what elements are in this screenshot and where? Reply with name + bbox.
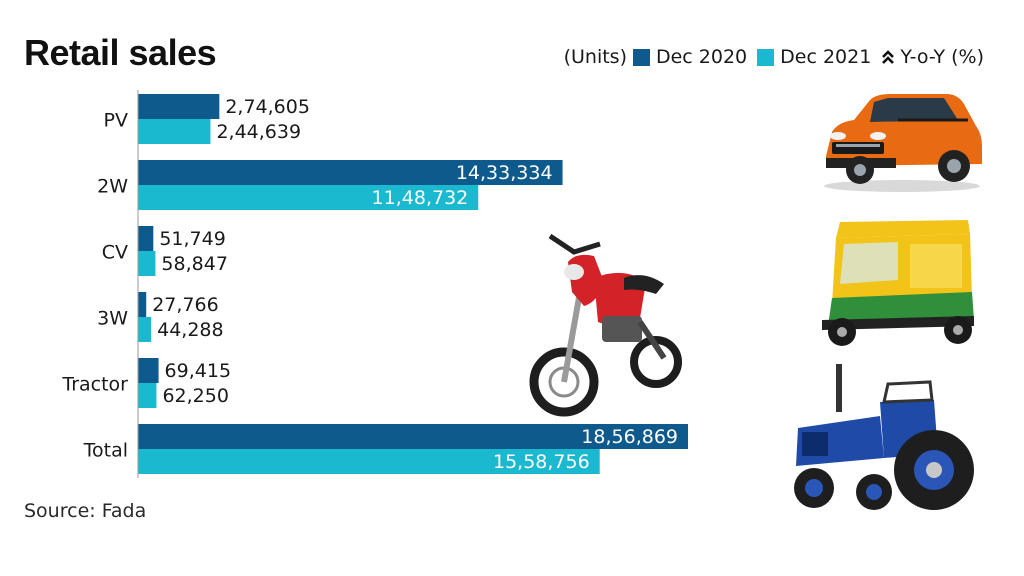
bar-pv-dec-2021 <box>138 119 211 144</box>
bar-total-dec-2021 <box>138 449 600 474</box>
data-label-2w-dec-2020: 14,33,334 <box>456 162 553 184</box>
category-label-tractor: Tractor <box>61 374 128 396</box>
bar-tractor-dec-2021 <box>138 383 157 408</box>
legend-item-dec-2021: Dec 2021 <box>757 46 871 68</box>
tractor-image <box>794 364 974 510</box>
bar-total-dec-2020 <box>138 424 688 449</box>
chart-title: Retail sales <box>24 32 217 73</box>
motorcycle-image <box>529 233 682 417</box>
bar-cv-dec-2020 <box>138 226 154 251</box>
legend-swatch-dec-2021 <box>757 48 775 66</box>
data-label-pv-dec-2020: 2,74,605 <box>225 96 310 118</box>
data-label-3w-dec-2021: 44,288 <box>157 319 223 341</box>
data-label-cv-dec-2020: 51,749 <box>159 228 225 250</box>
legend-units: (Units) <box>563 46 627 68</box>
legend: (Units) Dec 2020 Dec 2021 Y-o-Y (%) <box>564 46 984 68</box>
legend-swatch-dec-2020 <box>632 48 650 66</box>
category-label-cv: CV <box>102 242 128 264</box>
bar-3w-dec-2021 <box>138 317 152 342</box>
data-label-tractor-dec-2021: 62,250 <box>162 385 228 407</box>
bar-3w-dec-2020 <box>138 292 147 317</box>
category-label-total: Total <box>83 440 128 462</box>
data-label-3w-dec-2020: 27,766 <box>152 294 218 316</box>
data-label-cv-dec-2021: 58,847 <box>161 253 227 275</box>
legend-label-yoy: Y-o-Y (%) <box>900 46 984 68</box>
legend-item-dec-2020: Dec 2020 <box>632 46 748 68</box>
bar-pv-dec-2020 <box>138 94 220 119</box>
bar-cv-dec-2021 <box>138 251 156 276</box>
data-label-pv-dec-2021: 2,44,639 <box>216 121 301 143</box>
car-image <box>824 94 982 192</box>
data-label-total-dec-2020: 18,56,869 <box>581 426 678 448</box>
category-label-pv: PV <box>104 110 128 132</box>
legend-label-dec-2021: Dec 2021 <box>780 46 872 68</box>
category-label-3w: 3W <box>97 308 128 330</box>
legend-item-yoy: Y-o-Y (%) <box>881 46 984 68</box>
data-label-total-dec-2021: 15,58,756 <box>493 451 590 473</box>
bar-tractor-dec-2020 <box>138 358 159 383</box>
autorickshaw-image <box>822 220 974 346</box>
bar-2w-dec-2021 <box>138 185 479 210</box>
source-note: Source: Fada <box>24 500 147 522</box>
bar-2w-dec-2020 <box>138 160 563 185</box>
double-chevron-up-icon <box>882 50 895 64</box>
data-label-tractor-dec-2020: 69,415 <box>165 360 231 382</box>
category-label-2w: 2W <box>97 176 128 198</box>
legend-label-dec-2020: Dec 2020 <box>655 46 748 68</box>
data-label-2w-dec-2021: 11,48,732 <box>372 187 469 209</box>
